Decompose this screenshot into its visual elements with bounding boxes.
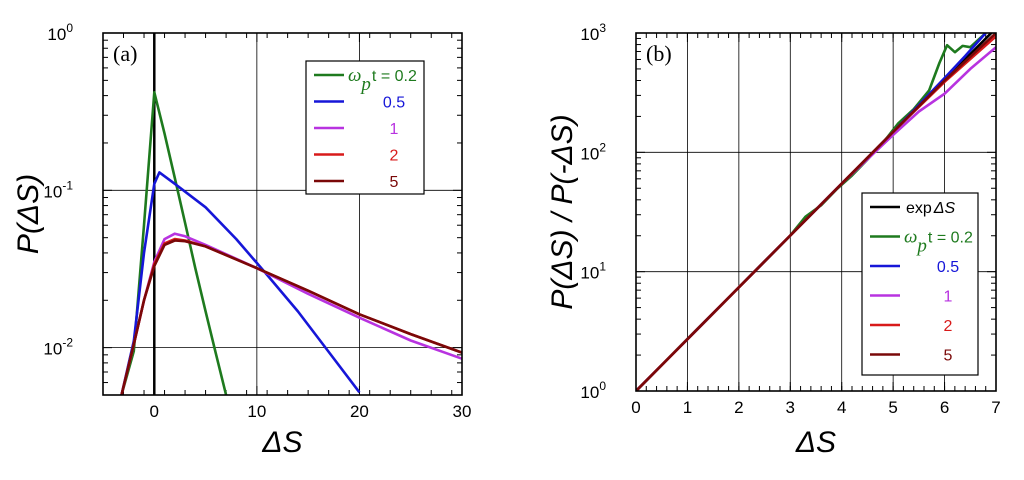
legend-value: 2: [944, 318, 953, 335]
legend: exp ΔS ωpt = 0.2 0.5 1 2 5: [861, 192, 979, 376]
legend-label: 2: [944, 318, 953, 335]
x-tick-label: 0: [631, 398, 640, 417]
legend-text: t = 0.2: [928, 230, 973, 247]
y-tick-exp: 3: [599, 21, 606, 35]
legend-omega-sub: p: [915, 236, 927, 257]
y-tick-label: 10-1: [43, 178, 73, 201]
legend-label: ωpt = 0.2: [904, 227, 973, 257]
plot-frame: [102, 32, 463, 396]
ticks: [102, 32, 463, 396]
y-axis-label: P(ΔS): [12, 174, 45, 254]
legend-omega: ω: [904, 227, 917, 248]
y-tick-base: 10: [43, 340, 62, 359]
legend-value: 0.5: [383, 95, 405, 112]
y-tick-base: 10: [580, 25, 599, 44]
y-tick-label: 101: [580, 260, 606, 283]
panel-label: (b): [646, 41, 672, 66]
legend-omega-sub: p: [359, 74, 371, 95]
legend-label: 5: [390, 174, 399, 191]
y-tick-exp: 1: [599, 260, 606, 274]
legend-text: exp: [906, 200, 932, 217]
legend-label: exp ΔS: [906, 200, 956, 217]
legend-label: 5: [944, 348, 953, 365]
y-tick-base: 10: [580, 383, 599, 402]
y-tick-exp: 0: [66, 21, 73, 35]
x-tick-label: 6: [940, 398, 949, 417]
y-tick-base: 10: [47, 25, 66, 44]
y-tick-base: 10: [43, 182, 62, 201]
legend-value: 0.5: [937, 259, 959, 276]
x-tick-label: 10: [247, 402, 266, 421]
legend-omega: ω: [348, 65, 361, 86]
x-tick-label: 2: [734, 398, 743, 417]
x-tick-label: 7: [991, 398, 1000, 417]
y-tick-label: 10-2: [43, 336, 73, 359]
y-tick-base: 10: [580, 144, 599, 163]
series-line-4: [120, 239, 462, 395]
legend-box: [861, 192, 979, 376]
series-group: [636, 33, 996, 391]
legend-label: 2: [390, 148, 399, 165]
legend-value: 1: [390, 121, 399, 138]
legend-label: 0.5: [383, 95, 405, 112]
y-tick-exp: 0: [599, 379, 606, 393]
plot-frame: [635, 32, 997, 392]
legend-label: 0.5: [937, 259, 959, 276]
x-tick-label: 30: [453, 402, 472, 421]
series-line-5: [636, 33, 996, 391]
x-tick-label: 20: [350, 402, 369, 421]
legend-value: 1: [944, 289, 953, 306]
legend-value: 2: [390, 148, 399, 165]
legend-label: 1: [390, 121, 399, 138]
y-tick-exp: -1: [62, 178, 73, 192]
y-tick-base: 10: [580, 264, 599, 283]
series-line-1: [120, 171, 361, 395]
y-tick-label: 100: [580, 379, 606, 402]
x-axis-label: ΔS: [795, 426, 836, 459]
y-tick-exp: -2: [62, 336, 73, 350]
x-axis-label: ΔS: [261, 426, 302, 459]
panel-label: (a): [113, 41, 137, 66]
legend-value: 5: [944, 348, 953, 365]
y-axis-label: P(ΔS) / P(-ΔS): [546, 114, 579, 309]
series-group: [120, 91, 462, 395]
x-tick-label: 4: [837, 398, 846, 417]
legend-value: 5: [390, 174, 399, 191]
x-tick-label: 1: [683, 398, 692, 417]
legend-text-italic: ΔS: [933, 200, 956, 217]
x-tick-label: 0: [150, 402, 159, 421]
series-line-3: [120, 237, 462, 395]
y-tick-label: 100: [47, 21, 73, 44]
x-tick-label: 5: [888, 398, 897, 417]
y-tick-exp: 2: [599, 140, 606, 154]
legend-label: 1: [944, 289, 953, 306]
series-line-2: [120, 232, 462, 395]
x-tick-label: 3: [786, 398, 795, 417]
series-line-0: [120, 91, 228, 395]
legend-label: ωpt = 0.2: [348, 65, 417, 95]
y-tick-label: 103: [580, 21, 606, 44]
legend-text: t = 0.2: [372, 68, 417, 85]
y-tick-label: 102: [580, 140, 606, 163]
